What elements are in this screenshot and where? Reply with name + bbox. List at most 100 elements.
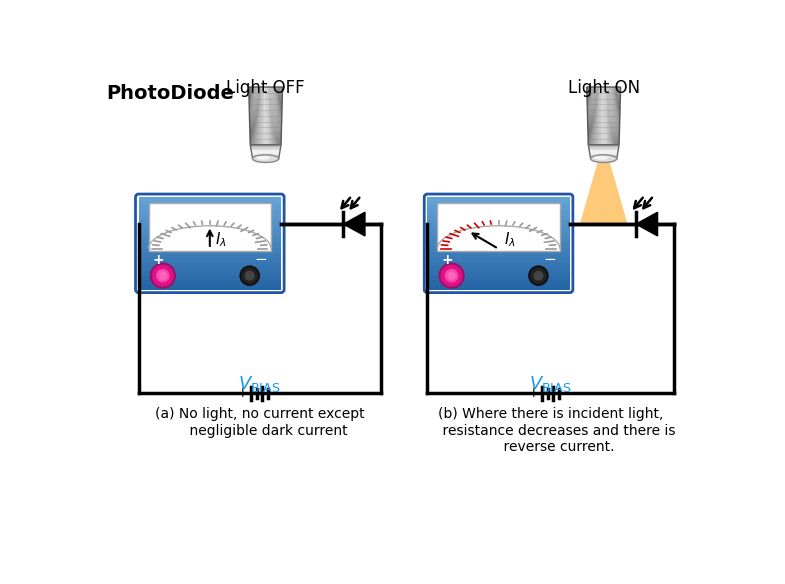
Polygon shape	[262, 87, 264, 145]
Bar	[427, 215, 570, 220]
Polygon shape	[280, 87, 283, 145]
Polygon shape	[271, 87, 272, 145]
Polygon shape	[599, 87, 601, 145]
Bar	[427, 230, 570, 234]
Text: +: +	[528, 387, 539, 401]
Polygon shape	[590, 87, 593, 145]
Bar	[139, 197, 281, 201]
Circle shape	[245, 271, 254, 281]
Text: +: +	[153, 253, 164, 267]
Polygon shape	[252, 155, 279, 156]
Circle shape	[156, 269, 170, 283]
Polygon shape	[275, 87, 277, 145]
Bar	[139, 271, 281, 276]
Bar	[139, 280, 281, 285]
Ellipse shape	[593, 156, 608, 160]
Polygon shape	[596, 87, 597, 145]
Text: −: −	[254, 252, 268, 267]
Bar	[139, 244, 281, 248]
Circle shape	[529, 266, 548, 285]
Polygon shape	[251, 87, 254, 145]
Circle shape	[447, 272, 456, 280]
Bar	[427, 248, 570, 252]
Bar	[139, 234, 281, 239]
Polygon shape	[265, 87, 267, 145]
Bar	[139, 239, 281, 244]
Polygon shape	[279, 87, 282, 145]
Bar	[139, 266, 281, 271]
Polygon shape	[618, 87, 621, 145]
Polygon shape	[593, 87, 594, 145]
Circle shape	[445, 269, 458, 283]
Text: $I_\lambda$: $I_\lambda$	[504, 230, 516, 249]
Polygon shape	[270, 87, 272, 145]
Polygon shape	[589, 149, 619, 150]
Text: (b) Where there is incident light,
    resistance decreases and there is
    rev: (b) Where there is incident light, resis…	[425, 408, 676, 454]
Polygon shape	[591, 87, 593, 145]
Circle shape	[159, 272, 167, 280]
Polygon shape	[614, 87, 616, 145]
Polygon shape	[589, 87, 591, 145]
Polygon shape	[594, 87, 597, 145]
Polygon shape	[590, 150, 618, 152]
Bar	[427, 234, 570, 239]
Bar	[139, 206, 281, 211]
Polygon shape	[276, 87, 278, 145]
Circle shape	[440, 263, 464, 288]
Polygon shape	[260, 87, 261, 145]
Circle shape	[534, 271, 543, 281]
Text: $I_\lambda$: $I_\lambda$	[215, 230, 227, 249]
Polygon shape	[590, 153, 618, 155]
Bar	[427, 201, 570, 206]
Polygon shape	[267, 87, 268, 145]
Bar	[139, 257, 281, 262]
Polygon shape	[604, 87, 606, 145]
Text: Light OFF: Light OFF	[226, 79, 305, 98]
Bar	[427, 239, 570, 244]
Polygon shape	[598, 87, 600, 145]
Bar	[139, 252, 281, 257]
Polygon shape	[609, 87, 611, 145]
Polygon shape	[255, 87, 257, 145]
Polygon shape	[259, 87, 261, 145]
Bar	[427, 276, 570, 280]
Polygon shape	[612, 87, 614, 145]
Text: −: −	[543, 252, 557, 267]
Bar	[437, 203, 560, 251]
Bar	[139, 215, 281, 220]
Polygon shape	[261, 87, 262, 145]
Polygon shape	[252, 157, 279, 159]
Polygon shape	[615, 87, 617, 145]
Bar	[427, 280, 570, 285]
Ellipse shape	[256, 156, 270, 160]
Polygon shape	[607, 87, 608, 145]
Circle shape	[151, 263, 175, 288]
Polygon shape	[617, 87, 619, 145]
Polygon shape	[608, 87, 609, 145]
Bar	[427, 271, 570, 276]
Bar	[139, 285, 281, 290]
Polygon shape	[264, 87, 265, 145]
Polygon shape	[268, 87, 270, 145]
Text: $V_{\rm BIAS}$: $V_{\rm BIAS}$	[529, 374, 571, 394]
Bar	[139, 248, 281, 252]
Polygon shape	[268, 87, 269, 145]
Polygon shape	[588, 87, 590, 145]
Bar	[427, 252, 570, 257]
Text: −: −	[562, 387, 574, 401]
Polygon shape	[601, 87, 603, 145]
Polygon shape	[597, 87, 598, 145]
Polygon shape	[593, 87, 596, 145]
Polygon shape	[580, 162, 627, 224]
Bar	[427, 262, 570, 266]
Polygon shape	[257, 87, 258, 145]
Ellipse shape	[253, 155, 279, 162]
Polygon shape	[590, 157, 617, 159]
Bar	[427, 266, 570, 271]
Bar	[427, 206, 570, 211]
Circle shape	[240, 266, 259, 285]
Polygon shape	[250, 145, 281, 146]
Text: +: +	[236, 387, 248, 401]
Polygon shape	[251, 152, 280, 153]
Bar	[139, 211, 281, 215]
